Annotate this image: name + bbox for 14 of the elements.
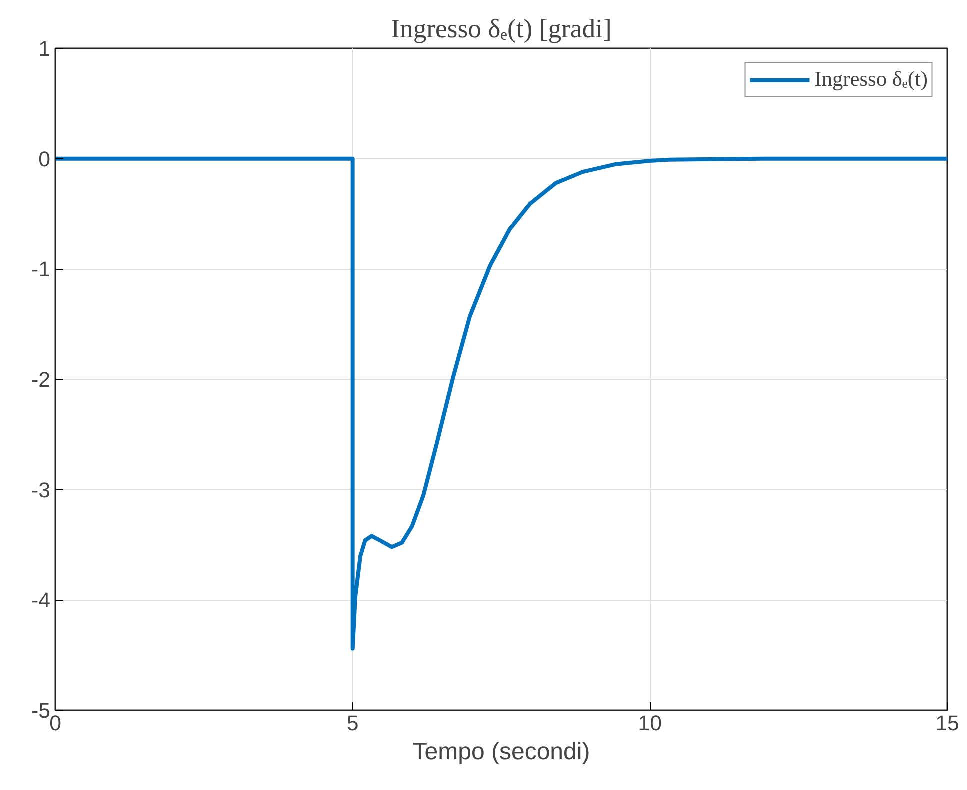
y-tick-label: 1: [38, 37, 51, 61]
line-series: [56, 156, 948, 651]
y-tick-label: -4: [32, 588, 51, 613]
x-tick-label: 15: [936, 712, 960, 736]
y-tick-label: -2: [32, 368, 51, 392]
y-tick-label: -5: [32, 699, 51, 723]
x-tick-label: 10: [638, 712, 662, 736]
legend-label: Ingresso δₑ(t): [814, 67, 928, 92]
x-axis-title: Tempo (secondi): [412, 738, 590, 766]
chart-title: Ingresso δₑ(t) [gradi]: [391, 14, 612, 44]
y-tick-label: -3: [32, 478, 51, 502]
x-tick-label: 5: [346, 712, 359, 736]
y-tick-label: -1: [32, 258, 51, 282]
y-tick-label: 0: [38, 147, 51, 172]
